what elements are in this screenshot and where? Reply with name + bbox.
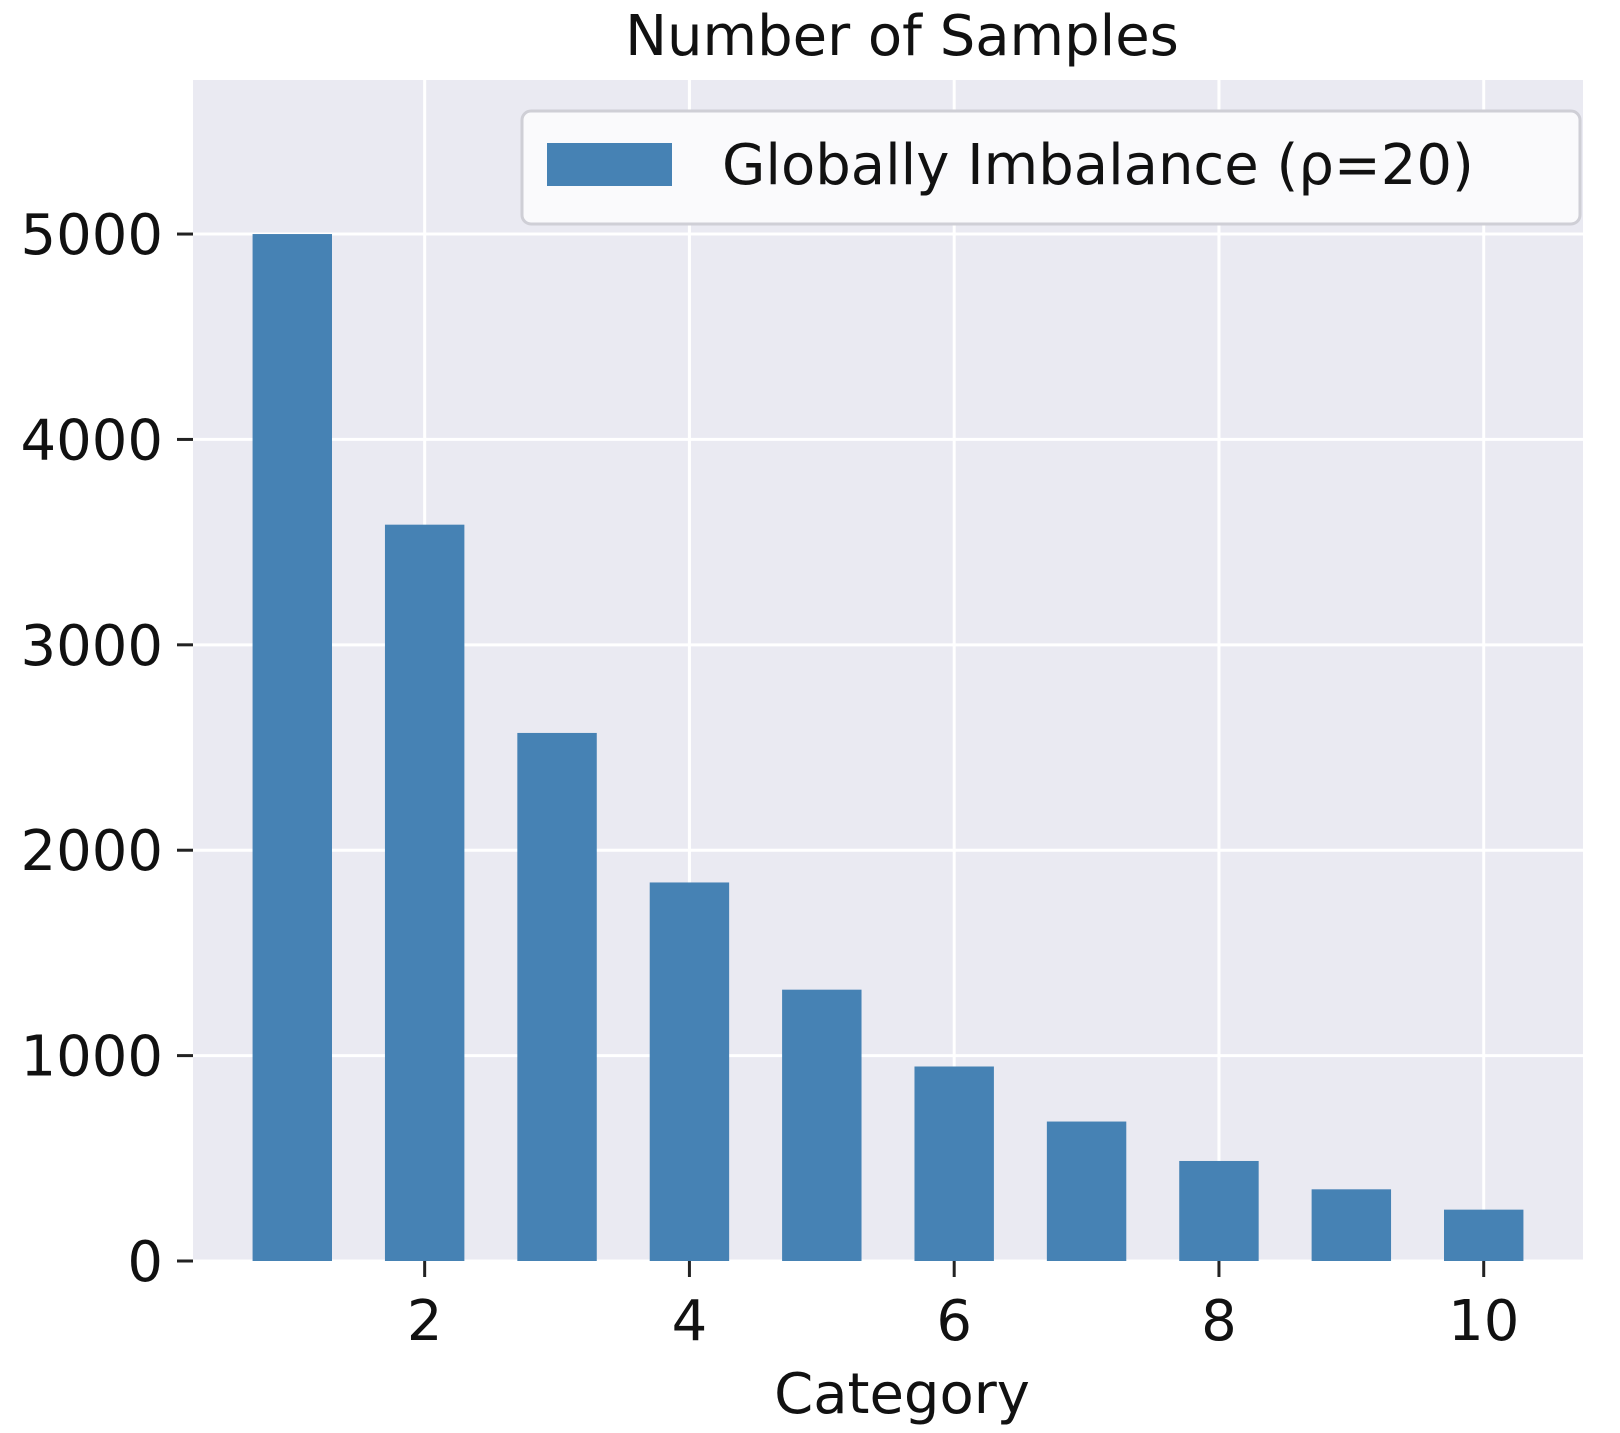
y-tick-label: 1000 <box>20 1025 163 1090</box>
bar-category-10 <box>1444 1209 1524 1261</box>
x-axis-ticks: 2 4 6 8 10 <box>407 1261 1519 1354</box>
legend-swatch <box>547 143 672 186</box>
y-tick-label: 2000 <box>20 819 163 884</box>
bar-category-9 <box>1311 1189 1392 1261</box>
y-tick-label: 0 <box>127 1230 163 1295</box>
x-axis-label: Category <box>774 1362 1030 1427</box>
x-tick-label: 10 <box>1448 1289 1519 1354</box>
bar-category-6 <box>914 1066 994 1261</box>
legend[interactable]: Globally Imbalance (ρ=20) <box>520 109 1582 226</box>
bars <box>252 234 1524 1262</box>
bar-category-1 <box>252 234 332 1262</box>
chart-title: Number of Samples <box>625 4 1179 69</box>
bar-category-8 <box>1179 1160 1259 1261</box>
x-tick-label: 2 <box>407 1289 443 1354</box>
bar-category-4 <box>649 882 730 1261</box>
x-tick-label: 8 <box>1201 1289 1237 1354</box>
bar-category-5 <box>782 989 862 1261</box>
x-tick-label: 4 <box>672 1289 708 1354</box>
y-tick-label: 5000 <box>20 203 163 268</box>
legend-label: Globally Imbalance (ρ=20) <box>722 133 1474 198</box>
y-tick-label: 4000 <box>20 408 163 473</box>
legend-box <box>520 109 1582 226</box>
bar-category-2 <box>384 524 465 1261</box>
y-axis-ticks: 0 1000 2000 3000 4000 5000 <box>20 203 193 1295</box>
x-tick-label: 6 <box>936 1289 972 1354</box>
y-tick-label: 3000 <box>20 614 163 679</box>
bar-category-7 <box>1046 1121 1127 1261</box>
bar-category-3 <box>517 732 597 1261</box>
